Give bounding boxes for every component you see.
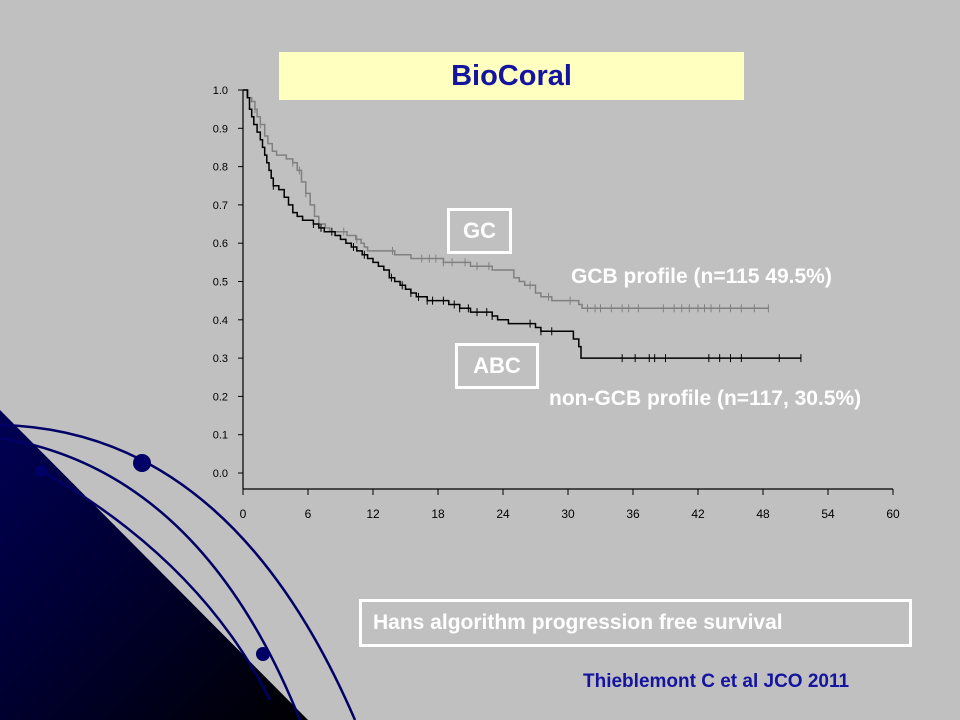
series-gcb	[243, 89, 769, 313]
nongcb-series-caption: non-GCB profile (n=117, 30.5%)	[549, 387, 862, 410]
y-tick-label: 0.9	[213, 123, 228, 135]
decorative-arc	[0, 423, 357, 720]
y-tick-label: 0.3	[213, 353, 228, 365]
chart-series-layer	[243, 89, 802, 363]
x-tick-label: 36	[626, 507, 640, 521]
footer-caption: Hans algorithm progression free survival	[373, 611, 783, 634]
survival-curve	[243, 89, 769, 310]
survival-curve	[243, 89, 801, 359]
gcb-series-caption: GCB profile (n=115 49.5%)	[571, 265, 832, 288]
y-tick-label: 0.1	[213, 430, 228, 442]
y-tick-label: 0.7	[213, 200, 228, 212]
y-tick-label: 0.2	[213, 391, 228, 403]
x-tick-label: 60	[886, 507, 900, 521]
decorative-dot	[35, 465, 47, 477]
citation: Thieblemont C et al JCO 2011	[583, 671, 850, 692]
x-tick-label: 42	[691, 507, 705, 521]
footer-caption-box: Hans algorithm progression free survival	[359, 599, 912, 647]
decorative-arc	[0, 436, 302, 720]
title-banner: BioCoral	[279, 52, 744, 100]
decorative-arc	[39, 468, 272, 701]
x-tick-label: 0	[240, 507, 247, 521]
chart-title: BioCoral	[451, 59, 572, 92]
abc-label-box: ABC	[455, 343, 539, 389]
x-tick-label: 18	[431, 507, 445, 521]
abc-label: ABC	[473, 353, 521, 378]
x-tick-label: 48	[756, 507, 770, 521]
chart-axes: 0.0 0.1 0.2 0.3 0.4 0.5 0.6 0.7 0.8 0.9 1.0 0 6 12 18 2…	[213, 85, 900, 521]
y-tick-label: 0.8	[213, 162, 228, 174]
x-tick-label: 12	[366, 507, 380, 521]
y-tick-label: 0.6	[213, 238, 228, 250]
gc-label: GC	[463, 218, 496, 243]
x-tick-label: 30	[561, 507, 575, 521]
x-tick-label: 24	[496, 507, 510, 521]
y-tick-label: 0.0	[213, 468, 228, 480]
y-tick-label: 0.5	[213, 277, 228, 289]
decorative-dot	[133, 454, 151, 472]
x-tick-label: 6	[305, 507, 312, 521]
x-tick-label: 54	[821, 507, 835, 521]
series-nongcb	[243, 89, 802, 363]
gc-label-box: GC	[447, 208, 512, 254]
y-tick-label: 0.4	[213, 315, 228, 327]
corner-triangle	[0, 410, 308, 720]
decorative-dot	[256, 647, 270, 661]
y-tick-label: 1.0	[213, 85, 228, 97]
